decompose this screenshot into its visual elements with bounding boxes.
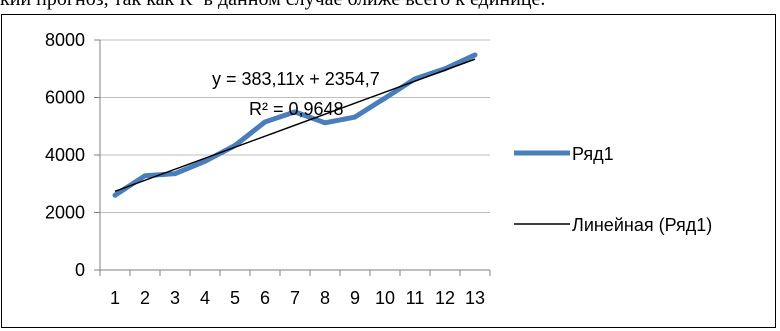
x-tick-label: 1 bbox=[110, 288, 120, 308]
legend: Ряд1 Линейная (Ряд1) bbox=[514, 144, 712, 235]
x-tick-label: 11 bbox=[406, 288, 425, 308]
x-tick-label: 12 bbox=[435, 288, 455, 308]
x-tick-label: 13 bbox=[465, 288, 485, 308]
axes bbox=[99, 40, 491, 276]
x-tick-label: 3 bbox=[170, 288, 180, 308]
series-line bbox=[112, 52, 478, 198]
trendline-equation: y = 383,11x + 2354,7 bbox=[212, 69, 380, 89]
legend-label-trendline: Линейная (Ряд1) bbox=[572, 215, 712, 235]
x-tick-label: 2 bbox=[140, 288, 150, 308]
y-tick-labels: 0 2000 4000 6000 8000 bbox=[45, 30, 85, 280]
x-tick-label: 5 bbox=[230, 288, 240, 308]
x-tick-label: 9 bbox=[350, 288, 360, 308]
legend-label-series: Ряд1 bbox=[572, 144, 614, 164]
x-tick-labels: 1 2 3 4 5 6 7 8 9 10 11 12 13 bbox=[110, 288, 485, 308]
gridlines bbox=[94, 39, 490, 271]
x-tick-label: 7 bbox=[290, 288, 300, 308]
y-tick-label: 8000 bbox=[45, 30, 85, 50]
trendline bbox=[114, 58, 476, 192]
trendline-r2: R² = 0,9648 bbox=[249, 99, 344, 119]
trendline-group bbox=[114, 58, 476, 192]
x-tick-label: 10 bbox=[375, 288, 395, 308]
x-tick-label: 8 bbox=[320, 288, 330, 308]
y-tick-label: 2000 bbox=[45, 203, 85, 223]
y-tick-label: 0 bbox=[75, 260, 85, 280]
x-tick-label: 4 bbox=[200, 288, 210, 308]
y-tick-label: 6000 bbox=[45, 88, 85, 108]
x-tick-label: 6 bbox=[260, 288, 270, 308]
series-lines bbox=[112, 52, 478, 198]
context-text: кий прогноз, так как R² в данном случае … bbox=[0, 0, 780, 14]
y-tick-label: 4000 bbox=[45, 145, 85, 165]
